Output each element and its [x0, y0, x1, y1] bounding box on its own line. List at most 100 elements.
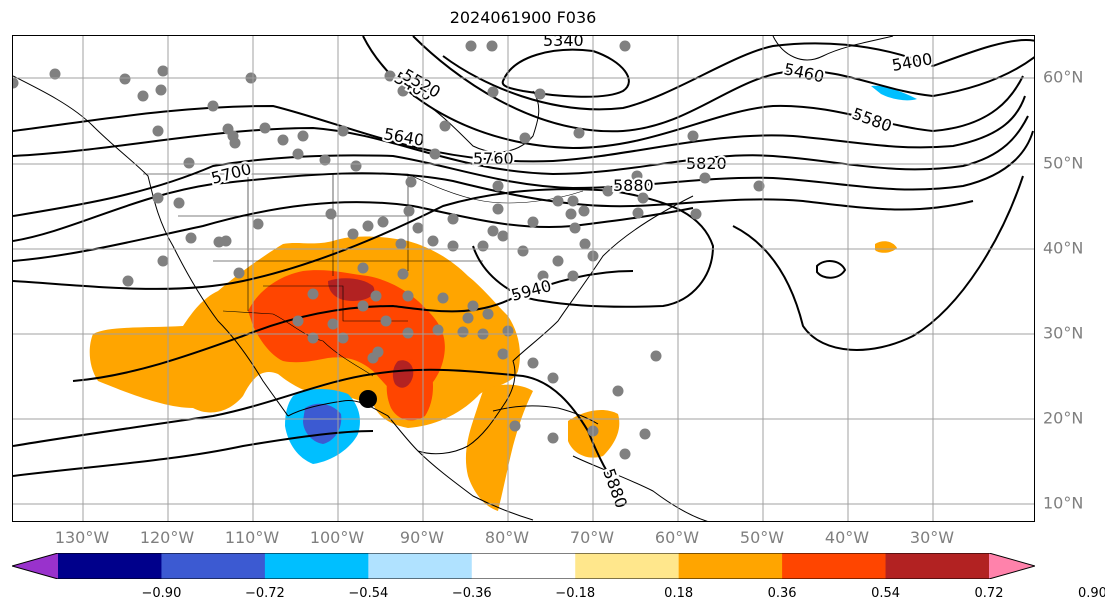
longitude-label: 40°W	[824, 528, 870, 547]
observation-point	[486, 40, 498, 52]
latitude-label: 30°N	[1043, 323, 1084, 343]
gridlines	[13, 36, 1034, 521]
observation-point	[619, 448, 631, 460]
contour-label: 5340	[543, 36, 584, 50]
observation-point	[173, 197, 185, 209]
observation-point	[547, 372, 559, 384]
observation-point	[527, 216, 539, 228]
observation-point	[337, 332, 349, 344]
contour-5340	[501, 48, 630, 98]
longitude-label: 60°W	[654, 528, 700, 547]
contour-5520	[362, 36, 1024, 150]
observation-point	[519, 132, 531, 144]
contour-label: 5640	[382, 124, 425, 150]
south-america-coast	[572, 455, 708, 521]
observation-point	[327, 318, 339, 330]
longitude-label: 80°W	[484, 528, 530, 547]
observation-point	[565, 208, 577, 220]
contour-label: 5880	[613, 176, 654, 195]
colorbar-segment	[471, 553, 576, 579]
observation-point	[465, 40, 477, 52]
observation-points	[13, 40, 765, 460]
contour-5940-loop	[816, 260, 847, 279]
observation-point	[650, 350, 662, 362]
colorbar-tick-label: −0.54	[348, 586, 389, 601]
contour-5580	[13, 95, 1026, 163]
longitude-label: 70°W	[569, 528, 615, 547]
observation-point	[437, 292, 449, 304]
observation-point	[183, 157, 195, 169]
observation-point	[547, 432, 559, 444]
observation-point	[397, 268, 409, 280]
storm-marker[interactable]	[359, 390, 377, 408]
cuba	[492, 405, 599, 425]
colorbar-tick-label: −0.36	[451, 586, 492, 601]
contour-label: 5460	[782, 59, 826, 86]
observation-point	[631, 170, 643, 182]
observation-point	[357, 300, 369, 312]
positive-anomaly-atlantic	[875, 241, 897, 253]
contour-5400	[442, 39, 1034, 111]
contour-label: 5700	[209, 159, 253, 188]
observation-point	[325, 208, 337, 220]
observation-point	[579, 238, 591, 250]
latitude-label: 50°N	[1043, 153, 1084, 173]
contour-5460	[412, 36, 1034, 133]
observation-point	[462, 312, 474, 324]
observation-point	[412, 222, 424, 234]
observation-point	[277, 134, 289, 146]
observation-point	[517, 245, 529, 257]
observation-point	[753, 180, 765, 192]
observation-point	[602, 185, 614, 197]
colorbar	[12, 553, 1035, 579]
observation-point	[690, 208, 702, 220]
observation-point	[477, 240, 489, 252]
observation-point	[350, 160, 362, 172]
observation-point	[207, 100, 219, 112]
longitude-label: 110°W	[224, 528, 280, 547]
observation-point	[699, 172, 711, 184]
map-panel[interactable]: 5400 5460 5520 5580 5640 5700 5760 5820 5880 5940…	[12, 35, 1035, 522]
observation-point	[377, 216, 389, 228]
observation-point	[497, 348, 509, 360]
contour-south	[13, 430, 374, 477]
observation-point	[292, 315, 304, 327]
observation-point	[497, 230, 509, 242]
observation-point	[467, 300, 479, 312]
observation-point	[692, 157, 704, 169]
colorbar-segment	[885, 553, 990, 579]
observation-point	[152, 125, 164, 137]
observation-point	[492, 180, 504, 192]
latitude-label: 10°N	[1043, 493, 1084, 513]
extreme-anomaly-region-2	[392, 360, 414, 388]
observation-point	[439, 120, 451, 132]
latitude-label: 40°N	[1043, 238, 1084, 258]
colorbar-segment	[678, 553, 783, 579]
observation-point	[482, 308, 494, 320]
observation-point	[405, 176, 417, 188]
observation-point	[567, 270, 579, 282]
observation-point	[157, 65, 169, 77]
colorbar-tick-label: 0.36	[767, 586, 797, 601]
colorbar-segment	[575, 553, 680, 579]
colorbar-segments	[12, 553, 1035, 579]
longitude-label: 50°W	[739, 528, 785, 547]
observation-point	[155, 84, 167, 96]
contour-label: 5580	[850, 104, 895, 136]
colorbar-extend-low	[12, 553, 58, 579]
observation-point	[487, 86, 499, 98]
colorbar-tick-label: 0.72	[974, 586, 1004, 601]
observation-point	[492, 203, 504, 215]
observation-point	[427, 235, 439, 247]
us-canada-border	[143, 173, 584, 204]
colorbar-segment	[782, 553, 887, 579]
observation-point	[569, 222, 581, 234]
positive-anomaly-region-east	[465, 384, 533, 511]
us-mexico-border	[222, 310, 374, 377]
observation-point	[487, 225, 499, 237]
observation-point	[337, 125, 349, 137]
observation-point	[552, 195, 564, 207]
observation-point	[578, 205, 590, 217]
contour-5760	[13, 172, 974, 242]
